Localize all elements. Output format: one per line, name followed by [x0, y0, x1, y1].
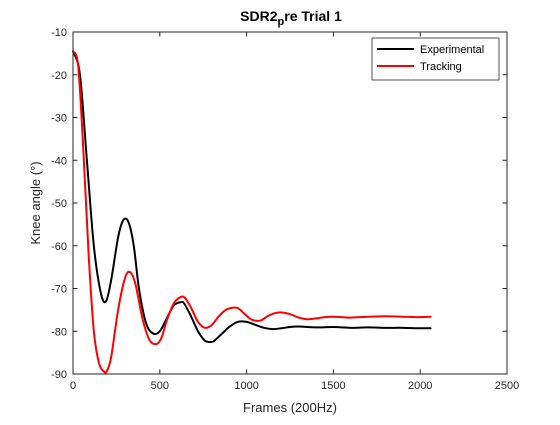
series-layer	[72, 50, 432, 374]
y-tick-label: -50	[51, 198, 67, 210]
chart-title: SDR2pre Trial 1	[240, 8, 342, 28]
x-tick-label: 2000	[408, 380, 432, 392]
y-tick-label: -10	[51, 27, 67, 39]
series-line-experimental	[72, 50, 432, 344]
y-tick-label: -70	[51, 284, 67, 296]
y-tick-label: -30	[51, 113, 67, 125]
plot-area	[73, 32, 507, 374]
chart-title-main: SDR2	[240, 8, 278, 24]
y-tick-label: -20	[51, 70, 67, 82]
y-axis-label: Knee angle (°)	[28, 161, 43, 244]
legend-label-tracking: Tracking	[420, 61, 462, 73]
chart-title-rest: re Trial 1	[284, 8, 342, 24]
x-tick-label: 0	[70, 380, 76, 392]
x-tick-label: 1000	[234, 380, 258, 392]
y-tick-label: -80	[51, 326, 67, 338]
ticks-layer: 0 500 1000 1500 2000 2500 -90 -80 -70 -60 -50 -40 -3…	[51, 27, 519, 392]
y-tick-label: -90	[51, 369, 67, 381]
y-tick-label: -60	[51, 241, 67, 253]
legend-box	[371, 37, 500, 81]
legend-label-experimental: Experimental	[420, 44, 484, 56]
x-tick-label: 500	[151, 380, 169, 392]
legend: Experimental Tracking	[371, 37, 500, 81]
chart-title-subscript: p	[278, 16, 285, 28]
x-axis-label: Frames (200Hz)	[243, 400, 337, 415]
x-tick-label: 1500	[321, 380, 345, 392]
series-line-tracking	[72, 50, 432, 374]
x-tick-label: 2500	[495, 380, 519, 392]
y-tick-label: -40	[51, 155, 67, 167]
